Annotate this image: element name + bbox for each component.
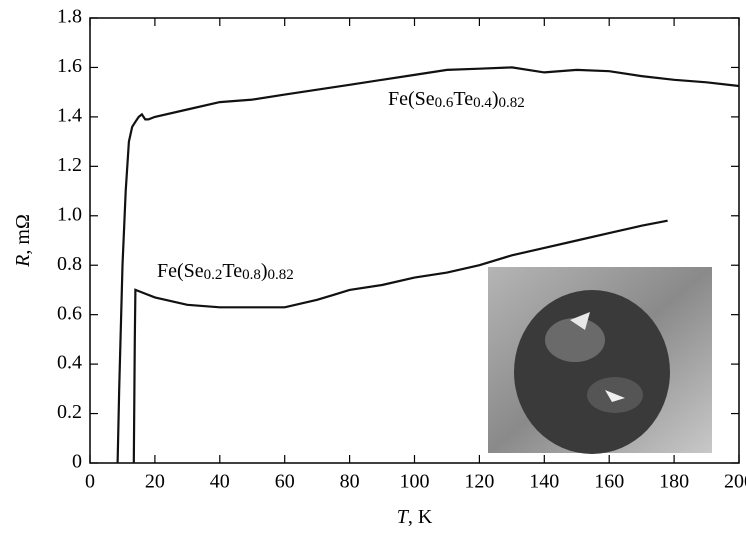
series-line — [116, 66, 740, 464]
y-tick-label: 0.8 — [57, 253, 82, 275]
x-tick-label: 40 — [210, 471, 230, 493]
y-tick-label: 1.4 — [57, 104, 82, 126]
series-label-part: 0.82 — [268, 267, 294, 283]
x-tick-label: 0 — [85, 471, 95, 493]
series-label-part: Fe(Se — [157, 260, 204, 282]
x-axis-label-part: , K — [408, 506, 433, 528]
y-tick-label: 1.0 — [57, 203, 82, 225]
series-label-part: Te — [222, 260, 242, 282]
y-tick-label: 1.2 — [57, 154, 82, 176]
y-tick-label: 0.2 — [57, 401, 82, 423]
series-label-part: Te — [453, 88, 473, 110]
inset-photo — [488, 267, 712, 454]
x-tick-label: 120 — [464, 471, 494, 493]
x-tick-label: 140 — [529, 471, 559, 493]
series-label-part: 0.6 — [435, 95, 454, 111]
series-label-part: 0.4 — [473, 95, 492, 111]
x-tick-label: 20 — [145, 471, 165, 493]
y-tick-label: 1.6 — [57, 55, 82, 77]
y-axis-label-part: R — [12, 255, 34, 268]
y-tick-label: 0.6 — [57, 302, 82, 324]
series-label: Fe(Se0.2Te0.8)0.82 — [157, 260, 294, 284]
x-tick-label: 60 — [275, 471, 295, 493]
y-tick-label: 0 — [72, 451, 82, 473]
y-axis-label: R, mΩ — [12, 214, 34, 268]
x-tick-label: 80 — [340, 471, 360, 493]
x-tick-label: 100 — [400, 471, 430, 493]
series-label: Fe(Se0.6Te0.4)0.82 — [388, 88, 525, 112]
y-axis-label-part: , mΩ — [12, 214, 34, 254]
y-tick-label: 0.4 — [57, 352, 82, 374]
series-label-part: 0.8 — [242, 267, 261, 283]
x-axis-label: T, K — [397, 506, 433, 528]
x-axis-label-part: T — [397, 506, 410, 528]
x-tick-label: 180 — [659, 471, 689, 493]
series-label-part: 0.82 — [499, 95, 525, 111]
y-tick-label: 1.8 — [57, 6, 82, 28]
x-tick-label: 200 — [724, 471, 746, 493]
x-tick-label: 160 — [594, 471, 624, 493]
series-label-part: 0.2 — [204, 267, 223, 283]
series-line — [132, 219, 668, 464]
series-label-part: ) — [492, 88, 499, 110]
series-label-part: Fe(Se — [388, 88, 435, 110]
series-label-part: ) — [261, 260, 268, 282]
